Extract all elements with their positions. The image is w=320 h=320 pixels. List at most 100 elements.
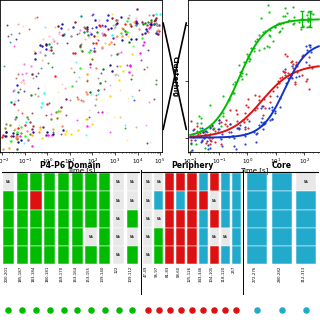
Point <box>146 30 151 35</box>
Point <box>109 52 114 57</box>
Bar <box>99 246 110 264</box>
Point <box>87 89 92 94</box>
Point <box>224 123 229 128</box>
Point <box>77 28 83 33</box>
Point <box>240 71 245 76</box>
Bar <box>272 228 292 246</box>
Point <box>202 136 207 141</box>
Point <box>76 74 81 79</box>
Point <box>98 71 103 76</box>
Point <box>154 15 159 20</box>
Point <box>58 26 63 31</box>
Bar <box>30 228 42 246</box>
Point <box>254 131 259 136</box>
Text: NA: NA <box>212 235 217 239</box>
Point <box>37 129 42 134</box>
Point <box>281 13 286 18</box>
Point <box>276 78 281 83</box>
Point <box>31 75 36 80</box>
Point <box>154 22 159 27</box>
Bar <box>99 210 110 228</box>
Point <box>151 96 156 101</box>
Point <box>155 28 160 33</box>
Point <box>87 47 92 52</box>
Bar <box>165 228 174 246</box>
Point <box>219 142 224 147</box>
Point <box>77 43 83 48</box>
Point <box>283 73 288 78</box>
Point <box>192 127 197 132</box>
Point <box>260 104 265 109</box>
Point <box>108 129 113 134</box>
Bar <box>188 173 196 191</box>
Point <box>268 28 273 33</box>
Point <box>261 45 266 50</box>
Point <box>25 114 30 119</box>
Point <box>93 97 99 102</box>
Point <box>71 69 76 75</box>
Point <box>190 135 195 140</box>
Point <box>96 22 101 27</box>
Point <box>267 93 272 98</box>
Bar <box>85 228 97 246</box>
Point <box>267 44 272 50</box>
Text: 104-105: 104-105 <box>210 266 214 282</box>
Point <box>262 106 268 111</box>
Point <box>96 92 101 97</box>
Point <box>97 24 102 29</box>
Point <box>73 78 78 84</box>
Bar <box>296 228 316 246</box>
Point <box>237 125 242 131</box>
Point <box>102 23 108 28</box>
Point <box>243 125 248 130</box>
Bar <box>99 228 110 246</box>
Point <box>189 307 195 312</box>
Point <box>188 148 194 154</box>
Point <box>258 15 263 20</box>
Point <box>133 36 138 42</box>
Point <box>189 141 194 146</box>
Point <box>241 118 246 123</box>
Point <box>270 39 275 44</box>
Point <box>78 13 83 19</box>
Text: NA: NA <box>130 235 135 239</box>
Text: NA: NA <box>156 180 161 184</box>
Point <box>244 52 249 57</box>
Point <box>15 83 20 88</box>
Point <box>132 23 137 28</box>
Point <box>150 12 155 18</box>
Point <box>9 134 14 139</box>
Point <box>244 72 249 77</box>
Text: 272-276: 272-276 <box>253 266 257 282</box>
Bar <box>17 173 28 191</box>
Point <box>207 126 212 131</box>
Bar <box>113 246 124 264</box>
Bar <box>220 246 229 264</box>
Point <box>133 125 139 130</box>
Point <box>234 307 239 312</box>
Point <box>196 132 201 137</box>
Point <box>195 128 200 133</box>
Point <box>93 93 99 98</box>
Point <box>130 52 135 57</box>
Point <box>29 92 34 98</box>
Text: 343-346: 343-346 <box>199 266 203 282</box>
Text: NA: NA <box>146 235 150 239</box>
Point <box>270 116 275 121</box>
Bar <box>127 173 138 191</box>
Point <box>23 120 28 125</box>
Point <box>207 137 212 142</box>
Point <box>291 66 296 71</box>
Point <box>307 24 312 29</box>
Point <box>127 63 132 68</box>
Point <box>69 66 74 71</box>
Point <box>284 80 289 85</box>
Point <box>34 307 38 312</box>
Point <box>50 126 55 132</box>
Point <box>303 59 308 64</box>
Point <box>11 133 16 138</box>
Text: NA: NA <box>6 180 11 184</box>
Point <box>92 103 98 108</box>
Point <box>226 130 231 135</box>
Point <box>37 50 43 55</box>
